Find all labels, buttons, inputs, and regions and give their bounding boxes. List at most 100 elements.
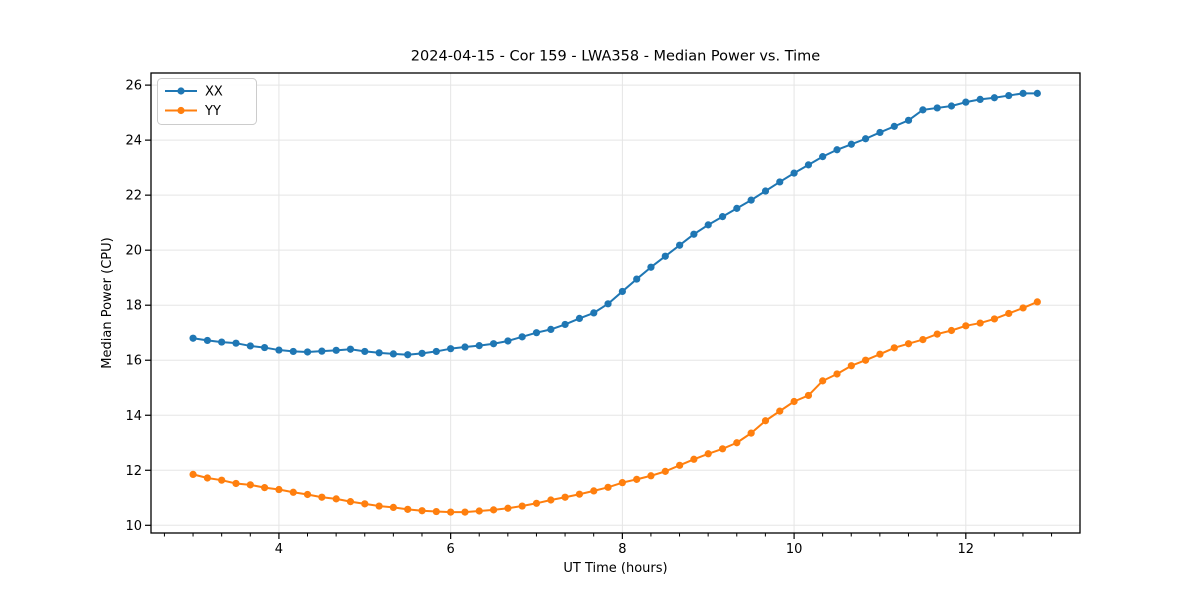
data-point-xx xyxy=(962,98,970,106)
data-point-xx xyxy=(203,336,212,345)
x-tick-label: 10 xyxy=(786,542,803,557)
data-point-xx xyxy=(332,346,340,354)
legend: XX YY xyxy=(157,78,257,125)
data-point-xx xyxy=(575,314,584,323)
data-point-yy xyxy=(790,397,798,406)
data-point-xx xyxy=(590,309,598,317)
data-point-xx xyxy=(489,340,498,348)
data-point-yy xyxy=(890,344,898,352)
data-point-yy xyxy=(504,504,512,512)
data-point-yy xyxy=(833,370,841,378)
data-point-xx xyxy=(346,345,355,353)
data-point-xx xyxy=(876,128,884,137)
data-point-xx xyxy=(432,347,440,356)
data-point-xx xyxy=(246,342,254,350)
data-point-xx xyxy=(389,350,397,358)
data-point-yy xyxy=(1033,298,1041,306)
data-point-yy xyxy=(218,476,226,484)
y-tick-label: 16 xyxy=(125,354,142,369)
data-point-xx xyxy=(561,320,569,329)
grid-layer xyxy=(151,73,1080,533)
data-point-yy xyxy=(518,502,526,510)
data-point-yy xyxy=(604,483,612,491)
data-point-xx xyxy=(933,104,941,112)
data-point-xx xyxy=(790,169,798,177)
data-point-yy xyxy=(1019,304,1027,312)
data-point-yy xyxy=(475,507,483,515)
data-point-yy xyxy=(747,429,755,437)
data-point-xx xyxy=(218,338,226,346)
data-point-yy xyxy=(962,322,970,330)
x-tick-label: 12 xyxy=(958,542,975,557)
data-point-yy xyxy=(761,417,770,425)
data-point-xx xyxy=(647,263,655,271)
y-tick-label: 20 xyxy=(125,244,142,259)
data-point-yy xyxy=(733,439,741,447)
x-tick-label: 4 xyxy=(275,542,283,557)
data-point-yy xyxy=(1005,309,1013,318)
data-point-xx xyxy=(919,106,927,114)
data-point-xx xyxy=(303,348,312,356)
data-point-xx xyxy=(676,241,684,249)
data-point-xx xyxy=(862,135,870,143)
data-point-yy xyxy=(246,481,254,489)
data-point-xx xyxy=(618,287,626,296)
data-point-xx xyxy=(532,329,541,337)
y-tick-label: 26 xyxy=(125,79,142,94)
data-point-xx xyxy=(475,342,483,350)
data-point-yy xyxy=(346,498,355,506)
data-point-xx xyxy=(761,187,770,195)
data-point-yy xyxy=(804,391,813,400)
data-point-xx xyxy=(890,122,898,130)
data-point-yy xyxy=(990,315,999,323)
series-layer xyxy=(189,89,1041,516)
data-point-yy xyxy=(862,356,870,364)
data-point-yy xyxy=(575,490,584,498)
legend-marker-yy xyxy=(177,106,185,115)
data-point-yy xyxy=(618,479,626,487)
data-point-yy xyxy=(289,488,297,496)
data-point-xx xyxy=(504,337,512,345)
legend-label-xx: XX xyxy=(205,85,223,100)
data-point-xx xyxy=(833,146,841,154)
data-point-yy xyxy=(704,450,712,458)
data-point-yy xyxy=(633,475,641,483)
data-point-yy xyxy=(418,507,426,515)
data-point-yy xyxy=(375,502,383,510)
data-point-yy xyxy=(876,350,884,358)
data-point-xx xyxy=(1005,91,1013,100)
legend-items: XX YY xyxy=(165,85,223,119)
data-point-yy xyxy=(232,479,240,488)
data-point-xx xyxy=(990,94,999,102)
data-point-xx xyxy=(418,349,426,357)
data-point-yy xyxy=(275,485,283,494)
data-point-yy xyxy=(647,472,655,480)
data-point-xx xyxy=(361,347,369,356)
data-point-xx xyxy=(260,343,269,352)
series-xx-points xyxy=(189,89,1041,359)
data-point-yy xyxy=(561,493,569,501)
data-point-xx xyxy=(289,347,297,356)
data-point-yy xyxy=(919,335,927,344)
data-point-xx xyxy=(447,345,455,353)
data-point-xx xyxy=(704,221,712,229)
y-tick-label: 12 xyxy=(125,464,142,479)
data-point-xx xyxy=(1033,89,1041,97)
y-tick-label: 24 xyxy=(125,134,142,149)
data-point-yy xyxy=(203,474,212,482)
data-point-xx xyxy=(947,102,956,110)
data-point-xx xyxy=(976,95,984,104)
data-point-xx xyxy=(690,230,698,238)
x-axis-label: UT Time (hours) xyxy=(563,561,667,576)
data-point-yy xyxy=(947,326,956,335)
data-point-yy xyxy=(489,506,498,514)
data-point-xx xyxy=(275,346,283,354)
data-point-xx xyxy=(819,153,827,161)
data-point-xx xyxy=(718,213,727,221)
data-point-xx xyxy=(747,196,755,204)
data-point-yy xyxy=(690,455,698,463)
y-tick-label: 10 xyxy=(125,519,142,534)
data-point-xx xyxy=(1019,89,1027,97)
data-point-yy xyxy=(976,319,984,327)
